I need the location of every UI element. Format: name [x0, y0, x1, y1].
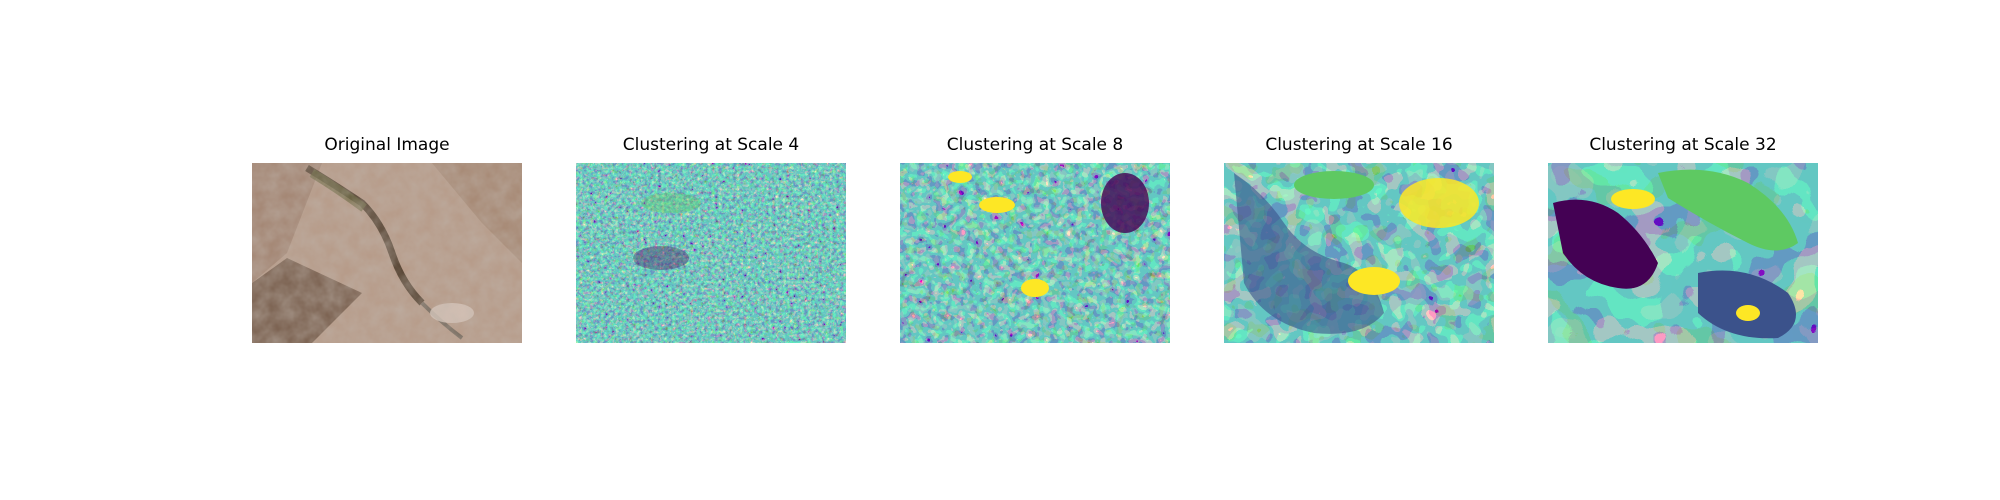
- panel-title: Clustering at Scale 4: [622, 135, 800, 155]
- clustering-map-scale-4: [576, 163, 846, 343]
- clustering-map-scale-16: [1224, 163, 1494, 343]
- panel-title: Clustering at Scale 8: [946, 135, 1124, 155]
- panel-title: Original Image: [324, 135, 450, 155]
- clustering-map-scale-8: [900, 163, 1170, 343]
- original-image: [252, 163, 522, 343]
- panel-title: Clustering at Scale 32: [1589, 135, 1777, 155]
- clustering-map-scale-32: [1548, 163, 1818, 343]
- panel-title: Clustering at Scale 16: [1265, 135, 1453, 155]
